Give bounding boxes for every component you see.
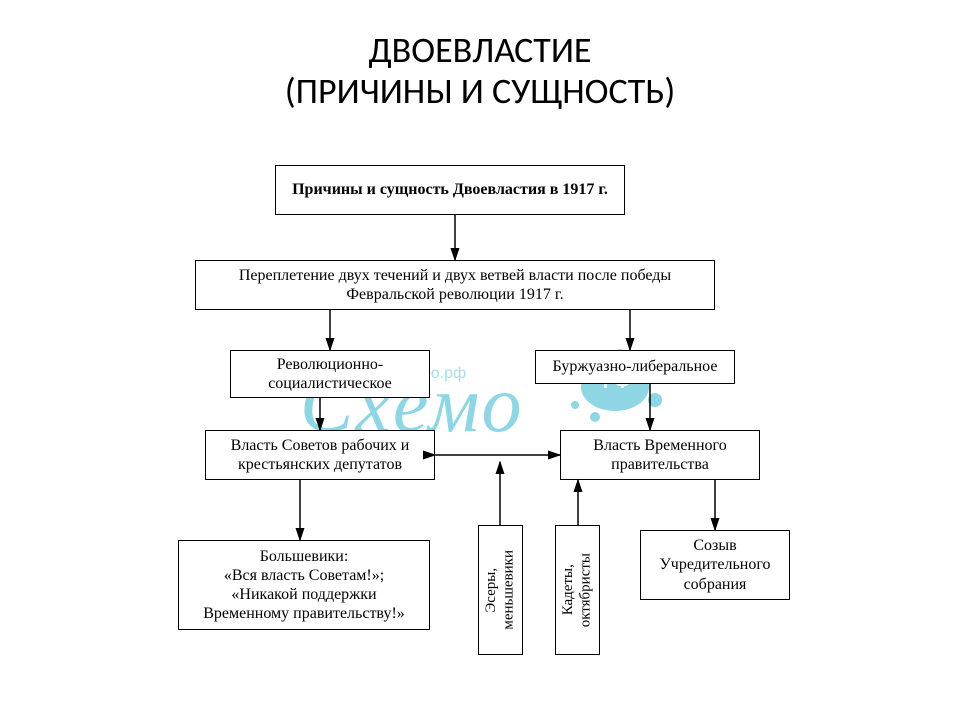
- title-line-1: ДВОЕВЛАСТИЕ: [368, 28, 591, 72]
- node-revolutionary-socialist-label: Революционно-социалистическое: [239, 355, 421, 393]
- node-soviets-power: Власть Советов рабочих и крестьянских де…: [205, 430, 435, 480]
- node-root-causes: Причины и сущность Двоевластия в 1917 г.: [275, 165, 625, 215]
- node-interweaving: Переплетение двух течений и двух ветвей …: [195, 260, 715, 310]
- page-title: ДВОЕВЛАСТИЕ (ПРИЧИНЫ И СУЩНОСТЬ): [0, 30, 960, 113]
- node-bolsheviks-label: Большевики:«Вся власть Советам!»;«Никако…: [203, 547, 405, 624]
- node-root-causes-label: Причины и сущность Двоевластия в 1917 г.: [292, 180, 608, 199]
- node-provisional-gov: Власть Временного правительства: [560, 430, 760, 480]
- node-interweaving-label: Переплетение двух течений и двух ветвей …: [204, 266, 706, 304]
- node-bourgeois-liberal-label: Буржуазно-либеральное: [553, 357, 718, 376]
- node-bourgeois-liberal: Буржуазно-либеральное: [535, 350, 735, 384]
- node-kadety-oktyabristy: Кадеты,октябристы: [555, 525, 600, 655]
- node-revolutionary-socialist: Революционно-социалистическое: [230, 350, 430, 398]
- node-bolsheviks: Большевики:«Вся власть Советам!»;«Никако…: [178, 540, 430, 630]
- node-constituent-assembly-label: СозывУчредительногособрания: [659, 536, 770, 594]
- diagram-canvas: ДВОЕВЛАСТИЕ (ПРИЧИНЫ И СУЩНОСТЬ) http://…: [0, 0, 960, 720]
- node-provisional-gov-label: Власть Временного правительства: [569, 436, 751, 474]
- title-line-2: (ПРИЧИНЫ И СУЩНОСТЬ): [285, 69, 676, 113]
- node-esery-mensheviki: Эсеры,меньшевики: [478, 525, 523, 655]
- node-constituent-assembly: СозывУчредительногособрания: [640, 530, 790, 600]
- node-esery-mensheviki-label: Эсеры,меньшевики: [483, 550, 518, 630]
- node-kadety-oktyabristy-label: Кадеты,октябристы: [560, 553, 595, 627]
- node-soviets-power-label: Власть Советов рабочих и крестьянских де…: [214, 436, 426, 474]
